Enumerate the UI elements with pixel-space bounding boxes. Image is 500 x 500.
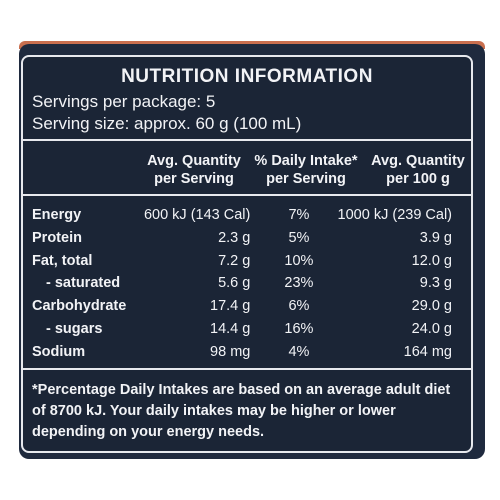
divider-bottom: [23, 368, 471, 370]
nutrition-panel: NUTRITION INFORMATION Servings per packa…: [21, 55, 473, 453]
per-serving-value: 98 mg: [210, 343, 251, 360]
table-row: Carbohydrate 17.4 g 6% 29.0 g: [32, 295, 466, 318]
per-100g-value: 1000 kJ (239 Cal): [337, 207, 452, 223]
col-header-daily-intake: % Daily Intake* per Serving: [254, 153, 358, 187]
per-100g-value: 29.0 g: [411, 298, 452, 315]
nutrition-table: Energy 600 kJ (143 Cal) 7% 1000 kJ (239 …: [32, 204, 466, 364]
nutrient-name: - saturated: [46, 275, 121, 292]
nutrient-name: - sugars: [46, 320, 103, 337]
per-100g-value: 164 mg: [403, 343, 452, 360]
nutrient-name: Energy: [32, 207, 82, 223]
col-header-avg-serving: Avg. Quantity per Serving: [147, 153, 241, 187]
col-header-per-100g: Avg. Quantity per 100 g: [371, 153, 465, 187]
panel-title: NUTRITION INFORMATION: [121, 66, 373, 87]
per-serving-value: 2.3 g: [218, 229, 251, 246]
table-row: - sugars 14.4 g 16% 24.0 g: [32, 318, 466, 341]
daily-intake-value: 23%: [284, 275, 314, 292]
per-100g-value: 24.0 g: [411, 320, 452, 337]
nutrient-name: Protein: [32, 229, 82, 246]
per-100g-value: 9.3 g: [419, 275, 452, 292]
daily-intake-value: 6%: [288, 298, 310, 315]
daily-intake-value: 10%: [284, 252, 314, 269]
footnote: *Percentage Daily Intakes are based on a…: [32, 382, 451, 440]
nutrient-name: Fat, total: [32, 252, 93, 269]
per-100g-value: 3.9 g: [419, 229, 452, 246]
daily-intake-value: 16%: [284, 320, 314, 337]
table-row: Energy 600 kJ (143 Cal) 7% 1000 kJ (239 …: [32, 204, 466, 227]
table-row: Sodium 98 mg 4% 164 mg: [32, 341, 466, 364]
nutrient-name: Sodium: [32, 343, 86, 360]
servings-per-package: Servings per package: 5: [32, 92, 216, 111]
table-row: - saturated 5.6 g 23% 9.3 g: [32, 272, 466, 295]
per-serving-value: 7.2 g: [218, 252, 251, 269]
daily-intake-value: 7%: [288, 207, 310, 223]
table-row: Fat, total 7.2 g 10% 12.0 g: [32, 250, 466, 273]
per-serving-value: 5.6 g: [218, 275, 251, 292]
per-serving-value: 600 kJ (143 Cal): [143, 207, 251, 223]
serving-info: Servings per package: 5 Serving size: ap…: [32, 91, 301, 135]
per-serving-value: 14.4 g: [210, 320, 251, 337]
nutrient-name: Carbohydrate: [32, 298, 127, 315]
table-row: Protein 2.3 g 5% 3.9 g: [32, 227, 466, 250]
divider-header: [23, 194, 471, 196]
daily-intake-value: 5%: [288, 229, 310, 246]
daily-intake-value: 4%: [288, 343, 310, 360]
per-100g-value: 12.0 g: [411, 252, 452, 269]
serving-size: Serving size: approx. 60 g (100 mL): [32, 114, 302, 133]
divider-top: [23, 139, 471, 141]
per-serving-value: 17.4 g: [210, 298, 251, 315]
